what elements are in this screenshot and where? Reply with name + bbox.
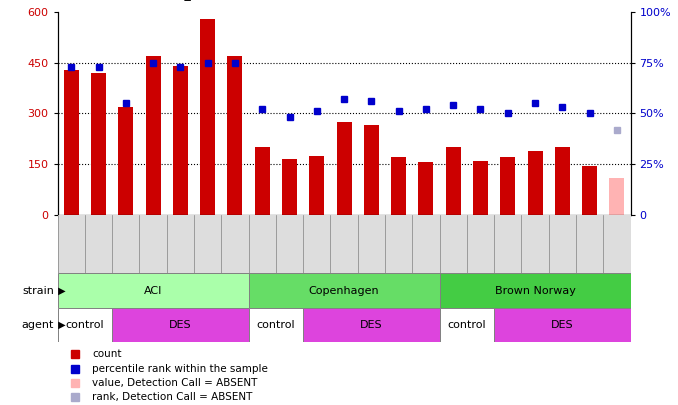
Bar xyxy=(439,308,494,342)
Bar xyxy=(112,308,249,342)
Bar xyxy=(418,162,433,215)
Bar xyxy=(445,147,461,215)
Text: DES: DES xyxy=(169,320,192,330)
Text: DES: DES xyxy=(360,320,382,330)
Text: Brown Norway: Brown Norway xyxy=(495,286,576,296)
Bar xyxy=(227,56,243,215)
Bar xyxy=(64,70,79,215)
Text: control: control xyxy=(66,320,104,330)
Text: percentile rank within the sample: percentile rank within the sample xyxy=(92,364,268,374)
Bar xyxy=(146,56,161,215)
Bar xyxy=(303,308,439,342)
Text: DES: DES xyxy=(551,320,574,330)
Text: control: control xyxy=(256,320,295,330)
Text: agent: agent xyxy=(22,320,54,330)
Bar xyxy=(439,273,631,308)
Text: ACI: ACI xyxy=(144,286,162,296)
Bar xyxy=(336,122,352,215)
Bar xyxy=(309,156,324,215)
Text: rank, Detection Call = ABSENT: rank, Detection Call = ABSENT xyxy=(92,392,252,402)
Bar xyxy=(494,308,631,342)
Bar xyxy=(500,157,515,215)
Bar xyxy=(282,159,297,215)
Bar xyxy=(473,161,488,215)
Text: value, Detection Call = ABSENT: value, Detection Call = ABSENT xyxy=(92,378,258,388)
Text: ▶: ▶ xyxy=(55,320,66,330)
Bar xyxy=(119,107,134,215)
Bar xyxy=(555,147,570,215)
Text: control: control xyxy=(447,320,486,330)
Text: count: count xyxy=(92,350,121,360)
Bar xyxy=(255,147,270,215)
Bar xyxy=(58,308,112,342)
Bar xyxy=(249,308,303,342)
Bar xyxy=(527,151,542,215)
Bar xyxy=(173,66,188,215)
Text: ▶: ▶ xyxy=(55,286,66,296)
Bar xyxy=(582,166,597,215)
Bar xyxy=(249,273,439,308)
Bar xyxy=(364,125,379,215)
Bar xyxy=(58,273,249,308)
Bar xyxy=(610,177,624,215)
Bar xyxy=(200,19,215,215)
Bar xyxy=(91,73,106,215)
Text: strain: strain xyxy=(22,286,54,296)
Bar xyxy=(391,157,406,215)
Text: Copenhagen: Copenhagen xyxy=(308,286,380,296)
